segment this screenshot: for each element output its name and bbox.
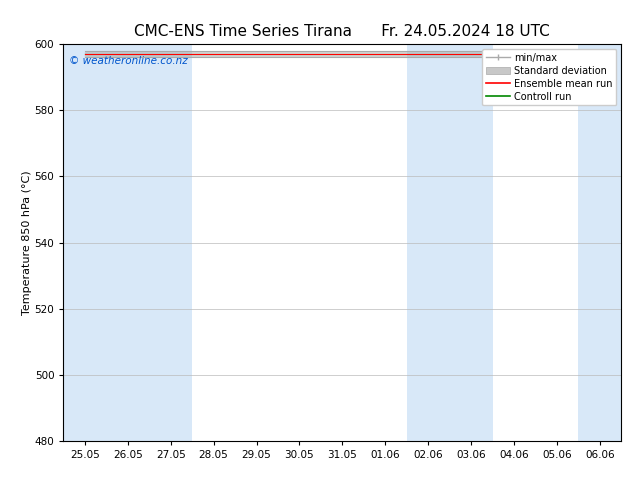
- Bar: [63, 44, 192, 441]
- Title: CMC-ENS Time Series Tirana      Fr. 24.05.2024 18 UTC: CMC-ENS Time Series Tirana Fr. 24.05.202…: [134, 24, 550, 39]
- Bar: [578, 44, 621, 441]
- Legend: min/max, Standard deviation, Ensemble mean run, Controll run: min/max, Standard deviation, Ensemble me…: [482, 49, 616, 105]
- Y-axis label: Temperature 850 hPa (°C): Temperature 850 hPa (°C): [22, 170, 32, 315]
- Bar: [407, 44, 493, 441]
- Text: © weatheronline.co.nz: © weatheronline.co.nz: [69, 56, 188, 66]
